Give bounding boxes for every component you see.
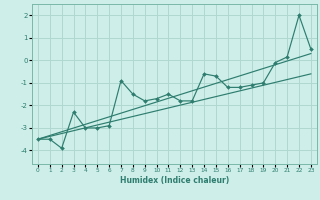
X-axis label: Humidex (Indice chaleur): Humidex (Indice chaleur) bbox=[120, 176, 229, 185]
